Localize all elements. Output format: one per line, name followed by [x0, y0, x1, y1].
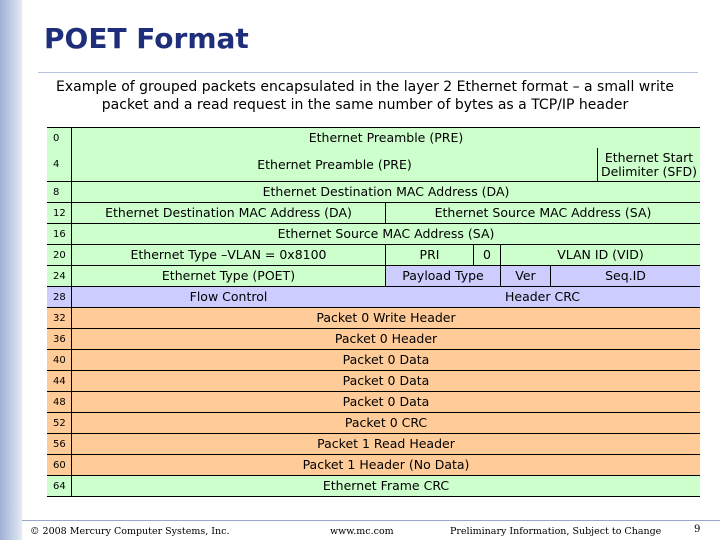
- byte-offset: 40: [47, 350, 72, 370]
- byte-offset: 32: [47, 308, 72, 328]
- field-cell: Ethernet Source MAC Address (SA): [277, 226, 495, 241]
- field-cell: PRI: [385, 245, 473, 265]
- table-row: 4 Ethernet Preamble (PRE) Ethernet Start…: [47, 148, 700, 182]
- field-cell: Ethernet Source MAC Address (SA): [385, 203, 700, 223]
- byte-offset: 44: [47, 371, 72, 391]
- byte-offset: 52: [47, 413, 72, 433]
- byte-offset: 0: [47, 128, 72, 148]
- field-cell: Packet 0 Data: [342, 394, 430, 409]
- field-cell: Header CRC: [504, 289, 580, 304]
- field-cell: Packet 0 Header: [334, 331, 438, 346]
- table-row: 40 Packet 0 Data: [47, 350, 700, 371]
- footer-copyright: © 2008 Mercury Computer Systems, Inc.: [30, 526, 230, 537]
- page-number: 9: [694, 524, 701, 535]
- title-divider: [38, 72, 698, 73]
- left-accent-bar: [0, 0, 22, 540]
- slide-title: POET Format: [44, 22, 249, 55]
- byte-offset: 8: [47, 182, 72, 202]
- byte-offset: 12: [47, 203, 72, 223]
- byte-offset: 4: [47, 148, 72, 181]
- table-row: 0 Ethernet Preamble (PRE): [47, 127, 700, 149]
- table-row: 8 Ethernet Destination MAC Address (DA): [47, 182, 700, 203]
- table-row: 28 Flow Control Header CRC: [47, 287, 700, 308]
- field-cell: Packet 0 Data: [342, 373, 430, 388]
- table-row: 36 Packet 0 Header: [47, 329, 700, 350]
- field-cell: Ethernet Destination MAC Address (DA): [105, 205, 352, 220]
- byte-offset: 60: [47, 455, 72, 475]
- footer-url: www.mc.com: [330, 526, 394, 537]
- byte-offset: 64: [47, 476, 72, 496]
- table-row: 16 Ethernet Source MAC Address (SA): [47, 224, 700, 245]
- byte-offset: 20: [47, 245, 72, 265]
- table-row: 32 Packet 0 Write Header: [47, 308, 700, 329]
- field-cell: Packet 0 Write Header: [316, 310, 456, 325]
- byte-offset: 56: [47, 434, 72, 454]
- field-cell: Payload Type: [385, 266, 500, 286]
- byte-offset: 16: [47, 224, 72, 244]
- table-row: 60 Packet 1 Header (No Data): [47, 455, 700, 476]
- field-cell: Packet 0 CRC: [344, 415, 428, 430]
- field-cell: Flow Control: [189, 289, 268, 304]
- table-row: 44 Packet 0 Data: [47, 371, 700, 392]
- table-row: 48 Packet 0 Data: [47, 392, 700, 413]
- table-row: 52 Packet 0 CRC: [47, 413, 700, 434]
- field-cell: Ethernet Frame CRC: [322, 478, 450, 493]
- field-cell: VLAN ID (VID): [500, 245, 700, 265]
- field-cell: Seq.ID: [550, 266, 700, 286]
- field-cell: Ethernet Type (POET): [161, 268, 296, 283]
- footer-notice: Preliminary Information, Subject to Chan…: [450, 526, 662, 537]
- footer-divider: [22, 520, 720, 521]
- table-row: 56 Packet 1 Read Header: [47, 434, 700, 455]
- field-cell: Ethernet Preamble (PRE): [308, 130, 464, 145]
- field-cell: 0: [473, 245, 500, 265]
- byte-offset: 48: [47, 392, 72, 412]
- table-row: 64 Ethernet Frame CRC: [47, 476, 700, 497]
- table-row: 20 Ethernet Type –VLAN = 0x8100 PRI 0 VL…: [47, 245, 700, 266]
- byte-offset: 36: [47, 329, 72, 349]
- slide-subtitle: Example of grouped packets encapsulated …: [56, 79, 674, 113]
- table-row: 24 Ethernet Type (POET) Payload Type Ver…: [47, 266, 700, 287]
- field-cell: Ethernet Preamble (PRE): [257, 156, 412, 172]
- field-cell: Ethernet Type –VLAN = 0x8100: [130, 247, 327, 262]
- field-cell: Ver: [500, 266, 550, 286]
- field-cell: Packet 1 Header (No Data): [302, 457, 470, 472]
- byte-offset: 24: [47, 266, 72, 286]
- table-row: 12 Ethernet Destination MAC Address (DA)…: [47, 203, 700, 224]
- field-cell: Ethernet Start Delimiter (SFD): [597, 148, 700, 181]
- byte-offset: 28: [47, 287, 72, 307]
- field-cell: Packet 0 Data: [342, 352, 430, 367]
- field-cell: Ethernet Destination MAC Address (DA): [262, 184, 510, 199]
- field-cell: Packet 1 Read Header: [317, 436, 455, 451]
